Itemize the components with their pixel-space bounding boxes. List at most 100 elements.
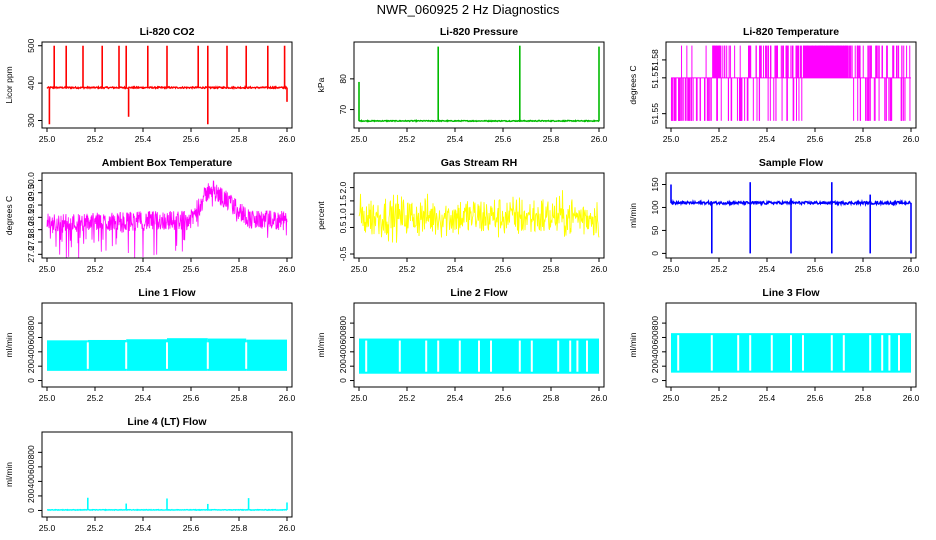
x-tick-label: 25.6 [495,264,512,274]
series-line [47,338,287,371]
flow-gap [365,340,368,372]
flow-gap [710,335,713,371]
y-tick-label: 28.5 [26,209,36,226]
y-axis-label: ml/min [4,332,14,357]
plot-frame [665,172,917,259]
x-tick-label: 25.2 [711,264,728,274]
x-tick-label: 25.4 [447,264,464,274]
x-tick-label: 25.4 [447,393,464,403]
y-tick-label: 200 [26,489,36,503]
y-tick-label: 500 [26,38,36,52]
y-axis-label: Licor ppm [4,66,14,103]
y-tick-label: 0 [26,508,36,513]
flow-gap [478,340,480,372]
flow-gap [677,335,680,371]
plot-frame [41,41,293,129]
plot-frame [41,431,293,518]
y-tick-label: 27.0 [26,246,36,263]
flow-gap [576,340,579,372]
y-axis-label: degrees C [628,65,638,104]
x-tick-label: 25.2 [399,264,416,274]
y-tick-label: 0.5 [338,221,348,233]
x-tick-label: 25.2 [87,393,104,403]
x-tick-label: 26.0 [903,264,920,274]
x-tick-label: 26.0 [591,264,608,274]
y-tick-label: 51.55 [650,103,660,125]
y-tick-label: 400 [26,474,36,488]
y-tick-label: 50 [650,225,660,235]
y-axis-label: ml/min [628,203,638,228]
flow-gap [206,342,209,369]
y-tick-label: 200 [338,359,348,373]
x-tick-label: 25.4 [447,134,464,144]
series-line [671,333,911,373]
flow-gap [869,335,872,371]
panel-6: Line 1 Flow ml/min 25.0 25.2 25.4 25.6 25.8 26.… [4,287,296,403]
flow-gap [437,340,440,372]
y-tick-label: 200 [650,359,660,373]
x-tick-label: 25.8 [543,393,560,403]
y-tick-label: 200 [26,359,36,373]
panel-title: Line 3 Flow [762,287,820,299]
y-axis-label: ml/min [316,332,326,357]
y-tick-label: 30.0 [26,172,36,189]
x-tick-label: 25.2 [399,393,416,403]
x-tick-label: 25.0 [663,134,680,144]
panel-title: Li-820 CO2 [140,26,195,38]
panel-title: Line 4 (LT) Flow [127,416,207,428]
panel-4: Gas Stream RH percent 25.0 25.2 25.4 25.6 25.8… [316,157,608,274]
plot-frame [41,172,293,259]
y-tick-label: 29.0 [26,196,36,213]
y-axis-label: degrees C [4,196,14,235]
flow-gap [881,335,884,371]
x-tick-label: 25.0 [351,134,368,144]
y-tick-label: 800 [338,316,348,330]
y-tick-label: 400 [26,344,36,358]
x-tick-label: 26.0 [903,393,920,403]
flow-gap [802,335,804,371]
y-tick-label: 29.5 [26,184,36,201]
y-tick-label: 800 [26,445,36,459]
y-tick-label: 51.57 [650,67,660,89]
flow-gap [898,335,900,371]
x-tick-label: 25.8 [543,264,560,274]
flow-gap [398,340,401,372]
x-tick-label: 25.4 [135,134,152,144]
x-tick-label: 25.2 [87,134,104,144]
flow-band [207,338,247,371]
x-tick-label: 25.4 [135,393,152,403]
x-tick-label: 25.8 [231,134,248,144]
series-line [358,190,600,243]
x-tick-label: 25.6 [183,393,200,403]
x-tick-label: 26.0 [903,134,920,144]
plot-frame [665,302,917,388]
flow-band [126,339,167,371]
series-line [358,45,600,123]
y-tick-label: 800 [26,316,36,330]
x-tick-label: 25.0 [39,393,56,403]
series-line [46,45,288,125]
flow-gap [166,342,168,369]
flow-gap [569,340,572,372]
y-tick-label: 600 [26,460,36,474]
x-tick-label: 25.2 [399,134,416,144]
y-tick-label: 400 [338,344,348,358]
panel-3: Ambient Box Temperature degrees C 25.0 25.2… [4,157,296,274]
y-tick-label: 70 [338,105,348,115]
flow-gap [458,340,461,372]
series-line [46,180,288,259]
flow-gap [530,340,533,372]
x-tick-label: 25.2 [87,264,104,274]
figure-title: NWR_060925 2 Hz Diagnostics [376,2,560,17]
flow-gap [245,342,248,369]
y-tick-label: 0 [650,251,660,256]
y-axis-label: ml/min [628,332,638,357]
flow-gap [830,335,833,371]
panel-title: Line 1 Flow [138,287,196,299]
flow-band [167,338,208,371]
flow-gap [425,340,428,372]
y-tick-label: 800 [650,316,660,330]
series-line [670,45,911,121]
x-tick-label: 25.6 [807,393,824,403]
